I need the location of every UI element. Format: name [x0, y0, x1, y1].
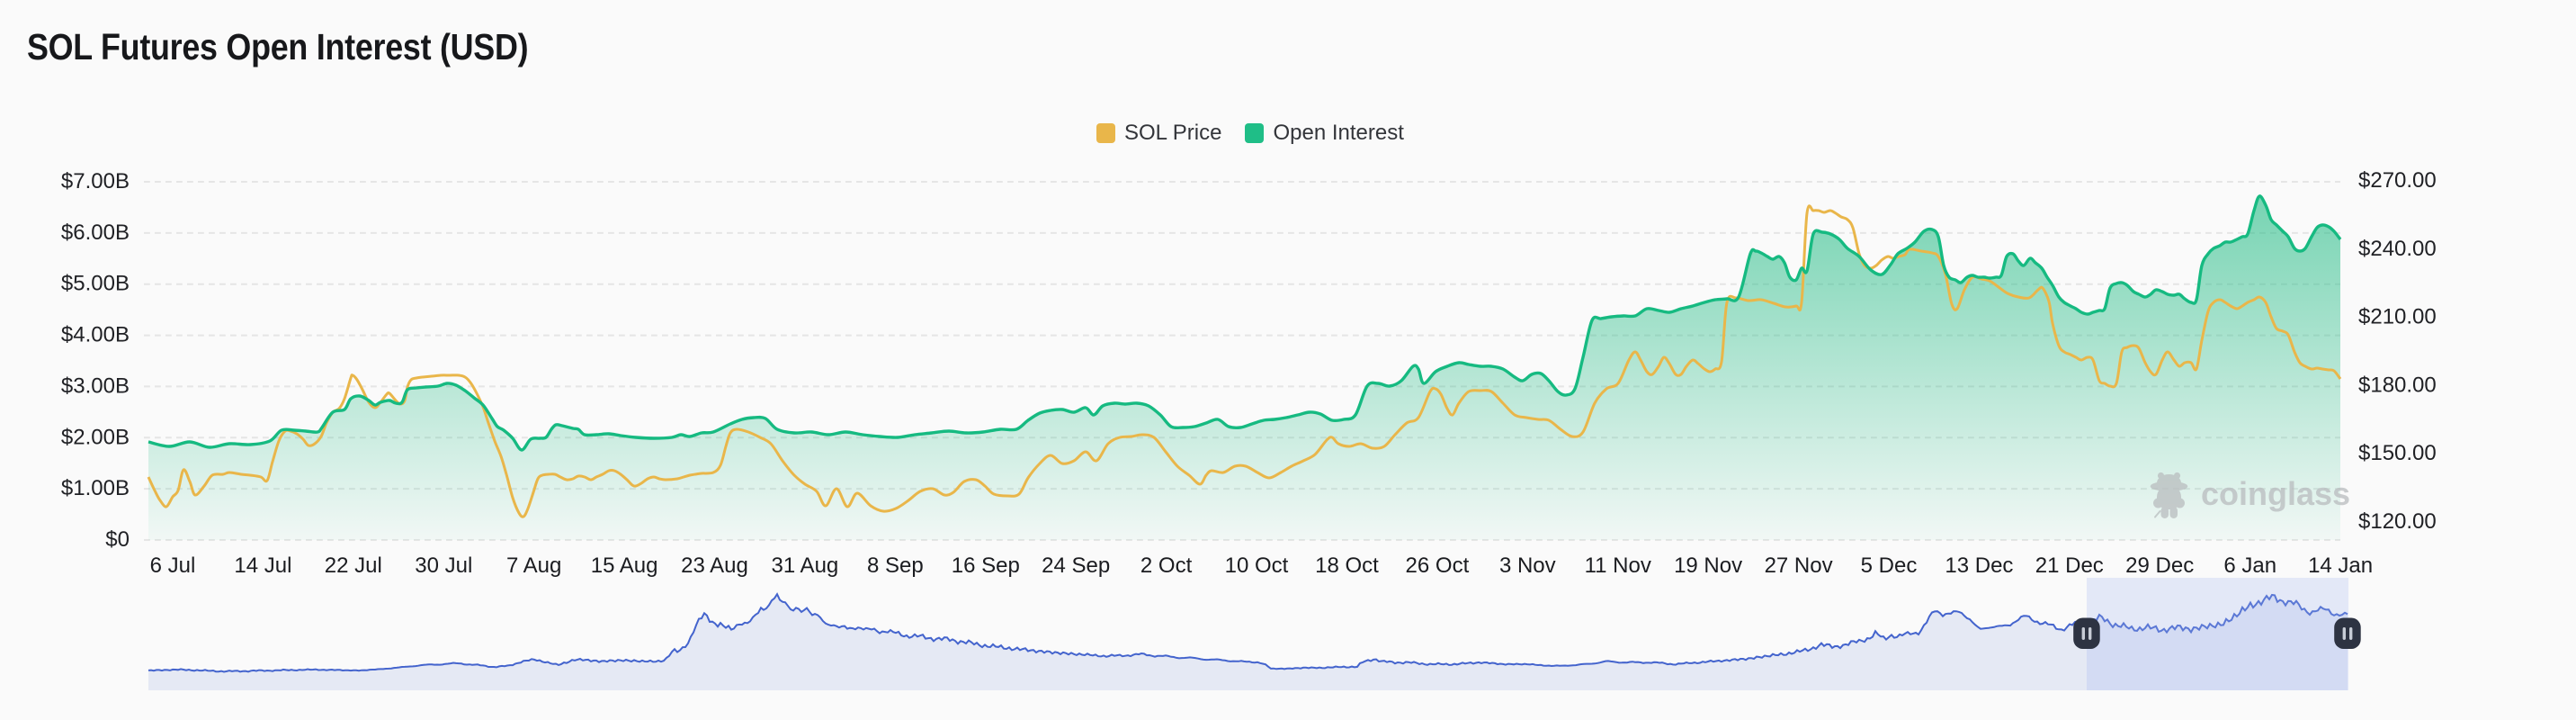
svg-text:13 Dec: 13 Dec — [1945, 554, 2013, 578]
svg-text:30 Jul: 30 Jul — [415, 554, 472, 578]
svg-text:15 Aug: 15 Aug — [591, 554, 658, 578]
svg-text:27 Nov: 27 Nov — [1765, 554, 1833, 578]
svg-text:24 Sep: 24 Sep — [1042, 554, 1110, 578]
svg-text:$5.00B: $5.00B — [61, 272, 130, 296]
svg-text:16 Sep: 16 Sep — [952, 554, 1020, 578]
svg-text:2 Oct: 2 Oct — [1140, 554, 1193, 578]
svg-text:$6.00B: $6.00B — [61, 220, 130, 245]
svg-text:31 Aug: 31 Aug — [772, 554, 839, 578]
svg-text:29 Dec: 29 Dec — [2125, 554, 2194, 578]
svg-text:6 Jan: 6 Jan — [2223, 554, 2276, 578]
svg-text:11 Nov: 11 Nov — [1585, 554, 1651, 578]
svg-text:$4.00B: $4.00B — [61, 323, 130, 347]
svg-text:21 Dec: 21 Dec — [2035, 554, 2104, 578]
svg-text:$3.00B: $3.00B — [61, 374, 130, 398]
svg-text:$270.00: $270.00 — [2358, 168, 2437, 193]
svg-text:3 Nov: 3 Nov — [1499, 554, 1556, 578]
svg-text:coinglass: coinglass — [2201, 475, 2350, 512]
svg-text:$210.00: $210.00 — [2358, 305, 2437, 329]
svg-text:14 Jan: 14 Jan — [2308, 554, 2373, 578]
svg-text:18 Oct: 18 Oct — [1315, 554, 1379, 578]
svg-text:$150.00: $150.00 — [2358, 441, 2437, 465]
svg-text:$7.00B: $7.00B — [61, 169, 130, 194]
svg-text:7 Aug: 7 Aug — [506, 554, 561, 578]
svg-text:$180.00: $180.00 — [2358, 373, 2437, 397]
svg-text:6 Jul: 6 Jul — [150, 554, 196, 578]
svg-text:$240.00: $240.00 — [2358, 237, 2437, 261]
svg-text:$120.00: $120.00 — [2358, 509, 2437, 534]
svg-text:19 Nov: 19 Nov — [1674, 554, 1742, 578]
svg-text:8 Sep: 8 Sep — [867, 554, 924, 578]
svg-text:$0: $0 — [105, 527, 130, 552]
svg-text:14 Jul: 14 Jul — [234, 554, 291, 578]
svg-text:5 Dec: 5 Dec — [1861, 554, 1918, 578]
svg-text:$2.00B: $2.00B — [61, 425, 130, 449]
svg-text:22 Jul: 22 Jul — [325, 554, 382, 578]
svg-text:26 Oct: 26 Oct — [1406, 554, 1470, 578]
svg-text:$1.00B: $1.00B — [61, 476, 130, 500]
svg-text:10 Oct: 10 Oct — [1225, 554, 1289, 578]
svg-text:23 Aug: 23 Aug — [681, 554, 748, 578]
